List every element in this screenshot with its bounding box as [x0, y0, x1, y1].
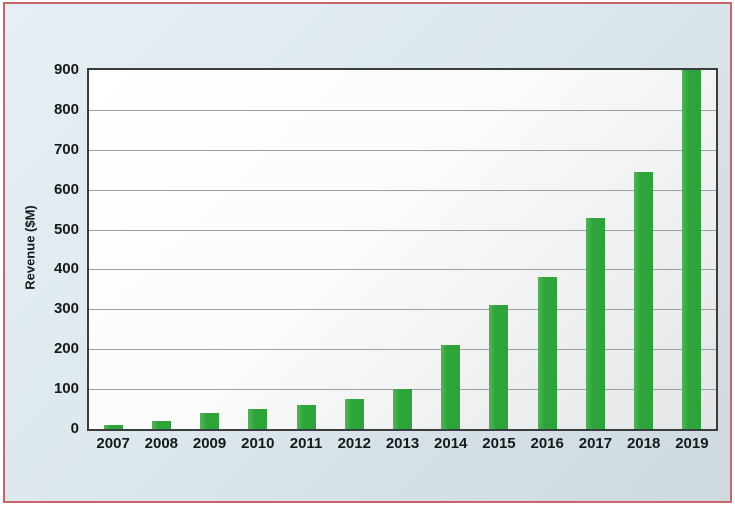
- gridline-700: [89, 149, 716, 151]
- chart-panel: Revenue ($M) 0 100 200 300 400 500 600 700 800 90…: [3, 2, 732, 503]
- bar-2017: [585, 217, 605, 429]
- x-tick-label-2019: 2019: [675, 435, 709, 452]
- x-tick-label-2018: 2018: [626, 435, 661, 452]
- x-tick-label-2010: 2010: [241, 435, 275, 452]
- y-tick-label-400: 400: [53, 260, 79, 278]
- x-tick-label-2016: 2016: [530, 435, 564, 452]
- bar-2016: [537, 277, 557, 429]
- gridline-300: [89, 309, 716, 311]
- bar-2007: [103, 425, 123, 429]
- y-tick-label-500: 500: [53, 220, 79, 238]
- y-tick-label-200: 200: [53, 340, 79, 358]
- y-tick-label-0: 0: [70, 420, 79, 437]
- x-tick-label-2015: 2015: [482, 435, 516, 452]
- bar-2015: [489, 305, 509, 429]
- plot-area: [87, 68, 718, 431]
- x-tick-label-2007: 2007: [96, 435, 130, 452]
- y-tick-label-700: 700: [53, 140, 79, 158]
- y-tick-label-600: 600: [53, 180, 79, 198]
- gridline-400: [89, 269, 716, 271]
- gridline-500: [89, 229, 716, 231]
- y-tick-label-300: 300: [53, 300, 79, 318]
- gridline-800: [89, 109, 716, 111]
- bar-2010: [248, 409, 268, 429]
- x-tick-label-2008: 2008: [144, 435, 179, 452]
- x-tick-label-2011: 2011: [289, 435, 323, 452]
- x-tick-label-2013: 2013: [385, 435, 420, 452]
- x-tick-label-2009: 2009: [192, 435, 227, 452]
- x-tick-label-2017: 2017: [578, 435, 613, 452]
- x-tick-label-2012: 2012: [337, 435, 371, 452]
- bar-2011: [296, 405, 316, 429]
- gridline-600: [89, 189, 716, 191]
- bar-2008: [151, 421, 171, 429]
- y-tick-label-800: 800: [53, 100, 79, 118]
- bar-2009: [200, 413, 220, 429]
- bar-2013: [393, 389, 412, 429]
- y-tick-label-900: 900: [53, 61, 79, 78]
- bar-2014: [441, 345, 461, 429]
- x-tick-label-2014: 2014: [434, 435, 468, 452]
- bar-2018: [634, 171, 654, 429]
- bar-2012: [344, 399, 364, 429]
- y-axis-title: Revenue ($M): [22, 205, 38, 290]
- y-tick-label-100: 100: [53, 380, 79, 398]
- gridline-200: [89, 349, 716, 351]
- bar-2019: [682, 70, 702, 429]
